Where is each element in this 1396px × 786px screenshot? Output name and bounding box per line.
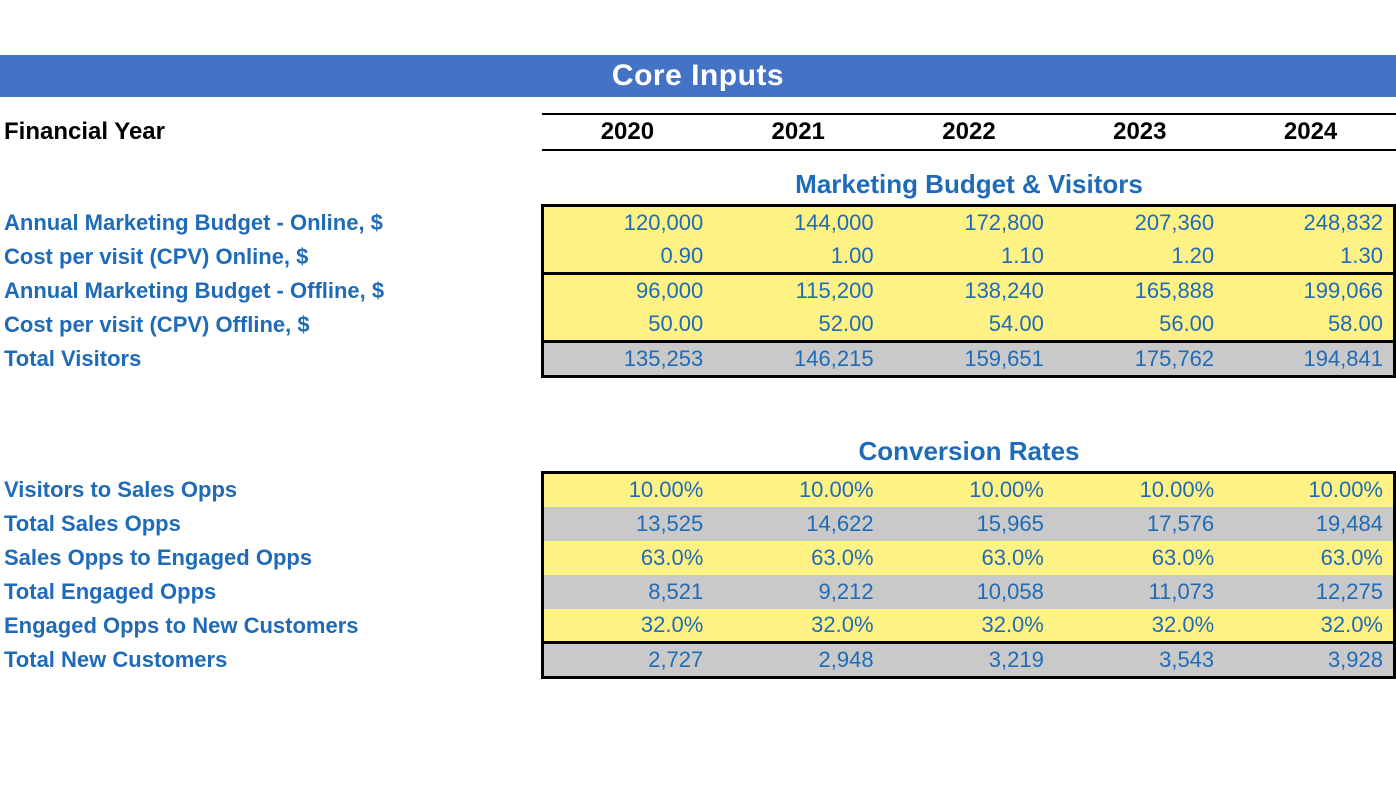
table-row: Cost per visit (CPV) Online, $0.901.001.…: [0, 240, 1395, 274]
data-cell: 8,521: [543, 575, 713, 609]
table-row: Annual Marketing Budget - Offline, $96,0…: [0, 274, 1395, 308]
section-conversion-title: Conversion Rates: [542, 418, 1396, 471]
data-cell: 12,275: [1224, 575, 1394, 609]
data-cell: 0.90: [543, 240, 713, 274]
conversion-table: Visitors to Sales Opps10.00%10.00%10.00%…: [0, 471, 1396, 679]
row-label: Total Engaged Opps: [0, 575, 543, 609]
table-row: Visitors to Sales Opps10.00%10.00%10.00%…: [0, 473, 1395, 507]
year-col: 2021: [713, 115, 884, 149]
section-marketing-title: Marketing Budget & Visitors: [542, 151, 1396, 204]
page-title: Core Inputs: [612, 59, 784, 92]
data-cell: 54.00: [884, 308, 1054, 342]
data-cell: 63.0%: [884, 541, 1054, 575]
data-cell: 194,841: [1224, 342, 1394, 377]
data-cell: 58.00: [1224, 308, 1394, 342]
row-label: Total Sales Opps: [0, 507, 543, 541]
data-cell: 3,543: [1054, 643, 1224, 678]
data-cell: 63.0%: [543, 541, 713, 575]
year-col: 2024: [1225, 115, 1396, 149]
spacer: [0, 378, 1396, 418]
data-cell: 1.00: [713, 240, 883, 274]
data-cell: 32.0%: [1054, 609, 1224, 643]
data-cell: 1.30: [1224, 240, 1394, 274]
data-cell: 1.20: [1054, 240, 1224, 274]
data-cell: 10.00%: [884, 473, 1054, 507]
marketing-table: Annual Marketing Budget - Online, $120,0…: [0, 204, 1396, 378]
data-cell: 207,360: [1054, 206, 1224, 240]
row-label: Visitors to Sales Opps: [0, 473, 543, 507]
data-cell: 10.00%: [1054, 473, 1224, 507]
year-col: 2020: [542, 115, 713, 149]
table-row: Cost per visit (CPV) Offline, $50.0052.0…: [0, 308, 1395, 342]
financial-year-label: Financial Year: [0, 118, 542, 146]
data-cell: 10,058: [884, 575, 1054, 609]
row-label: Annual Marketing Budget - Offline, $: [0, 274, 543, 308]
data-cell: 165,888: [1054, 274, 1224, 308]
year-columns: 2020 2021 2022 2023 2024: [542, 113, 1396, 151]
row-label: Sales Opps to Engaged Opps: [0, 541, 543, 575]
table-row: Total Engaged Opps8,5219,21210,05811,073…: [0, 575, 1395, 609]
row-label: Cost per visit (CPV) Offline, $: [0, 308, 543, 342]
data-cell: 3,219: [884, 643, 1054, 678]
data-cell: 63.0%: [1054, 541, 1224, 575]
data-cell: 138,240: [884, 274, 1054, 308]
row-label: Cost per visit (CPV) Online, $: [0, 240, 543, 274]
data-cell: 135,253: [543, 342, 713, 377]
data-cell: 32.0%: [884, 609, 1054, 643]
data-cell: 10.00%: [713, 473, 883, 507]
data-cell: 32.0%: [543, 609, 713, 643]
data-cell: 175,762: [1054, 342, 1224, 377]
row-label: Engaged Opps to New Customers: [0, 609, 543, 643]
row-label: Annual Marketing Budget - Online, $: [0, 206, 543, 240]
data-cell: 115,200: [713, 274, 883, 308]
data-cell: 11,073: [1054, 575, 1224, 609]
table-row: Engaged Opps to New Customers32.0%32.0%3…: [0, 609, 1395, 643]
data-cell: 19,484: [1224, 507, 1394, 541]
data-cell: 63.0%: [1224, 541, 1394, 575]
data-cell: 9,212: [713, 575, 883, 609]
data-cell: 50.00: [543, 308, 713, 342]
data-cell: 13,525: [543, 507, 713, 541]
data-cell: 248,832: [1224, 206, 1394, 240]
table-row: Sales Opps to Engaged Opps63.0%63.0%63.0…: [0, 541, 1395, 575]
row-label: Total New Customers: [0, 643, 543, 678]
data-cell: 96,000: [543, 274, 713, 308]
data-cell: 2,727: [543, 643, 713, 678]
table-row: Total Visitors135,253146,215159,651175,7…: [0, 342, 1395, 377]
data-cell: 15,965: [884, 507, 1054, 541]
data-cell: 146,215: [713, 342, 883, 377]
data-cell: 32.0%: [1224, 609, 1394, 643]
data-cell: 120,000: [543, 206, 713, 240]
data-cell: 144,000: [713, 206, 883, 240]
data-cell: 2,948: [713, 643, 883, 678]
row-label: Total Visitors: [0, 342, 543, 377]
data-cell: 10.00%: [543, 473, 713, 507]
data-cell: 172,800: [884, 206, 1054, 240]
data-cell: 56.00: [1054, 308, 1224, 342]
data-cell: 17,576: [1054, 507, 1224, 541]
table-row: Total Sales Opps13,52514,62215,96517,576…: [0, 507, 1395, 541]
data-cell: 3,928: [1224, 643, 1394, 678]
data-cell: 32.0%: [713, 609, 883, 643]
data-cell: 1.10: [884, 240, 1054, 274]
data-cell: 63.0%: [713, 541, 883, 575]
page-container: Core Inputs Financial Year 2020 2021 202…: [0, 0, 1396, 679]
table-row: Annual Marketing Budget - Online, $120,0…: [0, 206, 1395, 240]
data-cell: 199,066: [1224, 274, 1394, 308]
data-cell: 14,622: [713, 507, 883, 541]
data-cell: 52.00: [713, 308, 883, 342]
title-bar: Core Inputs: [0, 55, 1396, 97]
year-col: 2022: [884, 115, 1055, 149]
table-row: Total New Customers2,7272,9483,2193,5433…: [0, 643, 1395, 678]
data-cell: 159,651: [884, 342, 1054, 377]
year-col: 2023: [1054, 115, 1225, 149]
header-row: Financial Year 2020 2021 2022 2023 2024: [0, 97, 1396, 151]
data-cell: 10.00%: [1224, 473, 1394, 507]
